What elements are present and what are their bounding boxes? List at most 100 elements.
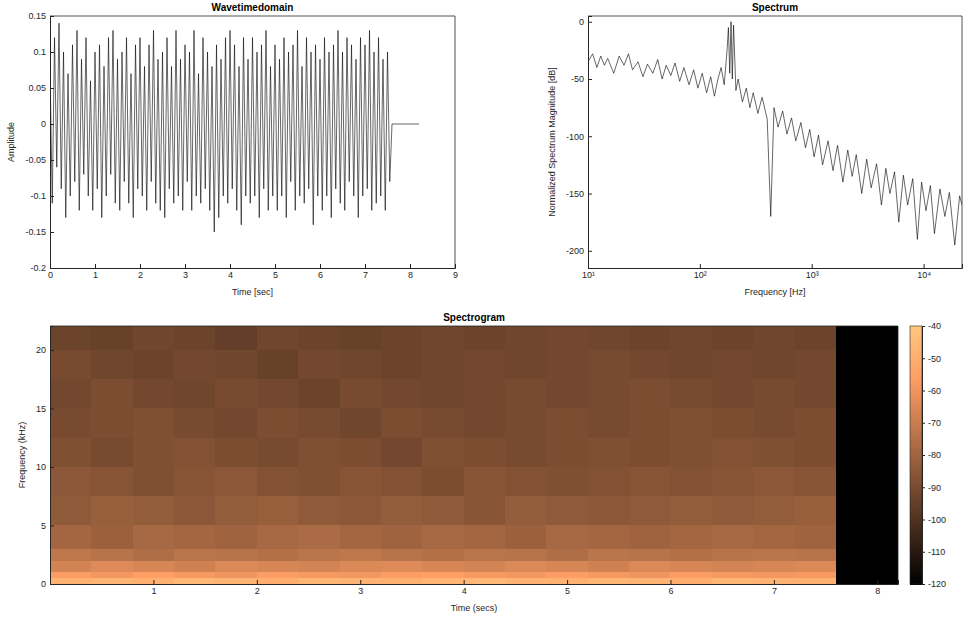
y-axis-tick: 0.05 bbox=[28, 83, 54, 93]
x-axis-tick-label: 10³ bbox=[806, 270, 819, 280]
y-axis-tick-label: 0 bbox=[41, 119, 46, 129]
heatmap-cell bbox=[546, 326, 587, 350]
colorbar-swatch bbox=[910, 326, 922, 329]
heatmap-cell bbox=[91, 467, 132, 496]
heatmap-cell bbox=[753, 326, 794, 350]
colorbar-axis-tick: -110 bbox=[922, 547, 945, 557]
heatmap-cell bbox=[215, 350, 256, 379]
heatmap-cell bbox=[422, 572, 463, 578]
heatmap-cell bbox=[215, 525, 256, 548]
heatmap-cell bbox=[588, 496, 629, 525]
heatmap-cell bbox=[588, 379, 629, 408]
heatmap-cell bbox=[174, 572, 215, 578]
colorbar-axis-tick-mark bbox=[922, 423, 925, 424]
heatmap-cell bbox=[91, 525, 132, 548]
colorbar-axis-tick-mark bbox=[922, 326, 925, 327]
x-axis-tick: 2 bbox=[255, 580, 260, 596]
heatmap-cell bbox=[257, 572, 298, 578]
x-axis-tick-label: 7 bbox=[772, 586, 777, 596]
heatmap-cell bbox=[257, 438, 298, 467]
x-axis-tick-label: 6 bbox=[318, 270, 323, 280]
heatmap-cell bbox=[340, 467, 381, 496]
heatmap-cell bbox=[381, 496, 422, 525]
colorbar-axis-tick-label: -80 bbox=[928, 450, 941, 460]
heatmap-cell bbox=[670, 438, 711, 467]
y-axis-title: Normalized Spectrum Magnitude [dB] bbox=[547, 67, 557, 217]
x-axis-tick-label: 5 bbox=[565, 586, 570, 596]
x-axis: 10¹10²10³10⁴ bbox=[582, 264, 963, 280]
heatmap-cell bbox=[298, 467, 339, 496]
heatmap-cell bbox=[133, 572, 174, 578]
heatmap-cell bbox=[588, 350, 629, 379]
y-axis-tick-mark bbox=[50, 16, 54, 17]
heatmap-cell bbox=[133, 561, 174, 573]
y-axis-title: Amplitude bbox=[6, 122, 16, 162]
x-axis-tick: 1 bbox=[151, 580, 156, 596]
heatmap-cell bbox=[50, 379, 91, 408]
heatmap-cell bbox=[381, 326, 422, 350]
y-axis: -200-150-100-500 bbox=[566, 17, 592, 269]
y-axis-tick-label: 10 bbox=[36, 462, 46, 472]
heatmap-cell bbox=[629, 408, 670, 437]
y-axis-tick: 0 bbox=[579, 17, 592, 27]
x-axis-title: Frequency [Hz] bbox=[744, 287, 805, 297]
x-axis-tick-mark bbox=[320, 264, 321, 268]
heatmap-cell bbox=[836, 408, 898, 437]
heatmap-cell bbox=[340, 350, 381, 379]
colorbar-axis-tick-label: -100 bbox=[928, 515, 946, 525]
x-axis-tick: 3 bbox=[358, 580, 363, 596]
heatmap-cell bbox=[712, 379, 753, 408]
x-axis-tick: 10³ bbox=[806, 264, 819, 280]
heatmap-cell bbox=[505, 525, 546, 548]
colorbar-axis-tick: -70 bbox=[922, 418, 941, 428]
y-axis-tick: -150 bbox=[566, 189, 592, 199]
heatmap-cell bbox=[836, 496, 898, 525]
y-axis-tick-label: -0.2 bbox=[30, 263, 46, 273]
heatmap-cell bbox=[753, 438, 794, 467]
y-axis: -0.2-0.15-0.1-0.0500.050.10.15 bbox=[25, 11, 54, 273]
heatmap-cell bbox=[712, 525, 753, 548]
heatmap-cell bbox=[91, 438, 132, 467]
heatmap-cell bbox=[546, 408, 587, 437]
plot-area bbox=[50, 326, 898, 584]
heatmap-cell bbox=[298, 578, 339, 584]
heatmap-cell bbox=[753, 578, 794, 584]
x-axis-tick: 5 bbox=[565, 580, 570, 596]
x-axis-tick: 10² bbox=[694, 264, 707, 280]
heatmap-cell bbox=[381, 525, 422, 548]
heatmap-cell bbox=[50, 438, 91, 467]
heatmap-cell bbox=[215, 561, 256, 573]
heatmap-cell bbox=[422, 549, 463, 561]
heatmap-cell bbox=[670, 326, 711, 350]
heatmap-cell bbox=[712, 408, 753, 437]
heatmap-cell bbox=[836, 350, 898, 379]
heatmap-cell bbox=[50, 561, 91, 573]
heatmap-cell bbox=[133, 578, 174, 584]
heatmap-cell bbox=[629, 467, 670, 496]
x-axis-tick-label: 10² bbox=[694, 270, 707, 280]
heatmap-cell bbox=[381, 350, 422, 379]
heatmap-cell bbox=[464, 350, 505, 379]
y-axis-tick: 10 bbox=[36, 462, 54, 472]
x-axis-tick-mark bbox=[774, 580, 775, 584]
heatmap-cell bbox=[546, 525, 587, 548]
y-axis-tick-mark bbox=[588, 194, 592, 195]
heatmap-cell bbox=[91, 496, 132, 525]
y-axis-tick-label: 5 bbox=[41, 521, 46, 531]
x-axis-tick-mark bbox=[153, 580, 154, 584]
x-axis-tick: 9 bbox=[453, 264, 458, 280]
heatmap-cell bbox=[505, 467, 546, 496]
figure: 0123456789-0.2-0.15-0.1-0.0500.050.10.15… bbox=[0, 0, 975, 625]
heatmap-cell bbox=[464, 379, 505, 408]
heatmap-cell bbox=[215, 549, 256, 561]
x-axis-tick-mark bbox=[360, 580, 361, 584]
x-axis-tick: 6 bbox=[668, 580, 673, 596]
x-axis-tick-mark bbox=[924, 264, 925, 268]
y-axis-tick: 20 bbox=[36, 345, 54, 355]
heatmap-cell bbox=[464, 525, 505, 548]
x-axis-tick-label: 2 bbox=[138, 270, 143, 280]
heatmap-cell bbox=[753, 549, 794, 561]
heatmap-cell bbox=[505, 438, 546, 467]
plot-area bbox=[50, 23, 419, 232]
x-axis-tick-mark bbox=[700, 264, 701, 268]
